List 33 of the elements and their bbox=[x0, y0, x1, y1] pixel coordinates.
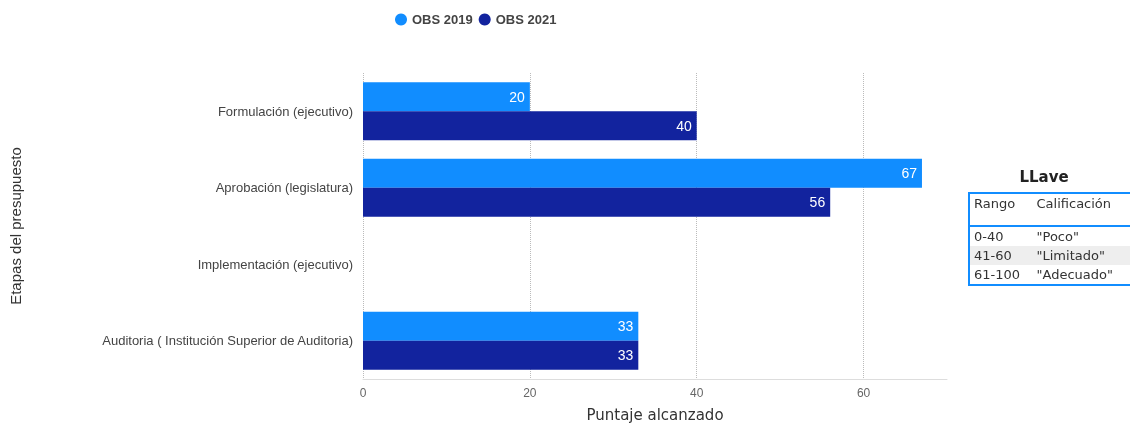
data-label: 56 bbox=[809, 194, 826, 211]
text: 0-40 bbox=[973, 228, 1005, 246]
bar bbox=[363, 187, 831, 217]
y-tick-label: Formulación (ejecutivo) bbox=[217, 103, 353, 119]
bar bbox=[363, 111, 697, 141]
data-label: 33 bbox=[617, 318, 634, 335]
y-tick-label: Aprobación (legislatura) bbox=[215, 180, 353, 196]
bar bbox=[363, 82, 530, 112]
legend-label: OBS 2019 bbox=[412, 12, 473, 27]
x-tick-label: 0 bbox=[359, 386, 367, 400]
y-tick-label: Implementación (ejecutivo) bbox=[197, 256, 353, 272]
bar bbox=[363, 311, 639, 341]
x-tick-label: 60 bbox=[856, 386, 871, 400]
legend-label: OBS 2021 bbox=[495, 12, 557, 27]
text: "Limitado" bbox=[1032, 246, 1130, 265]
x-tick-label: 40 bbox=[690, 386, 704, 400]
text: LLave bbox=[1018, 168, 1070, 186]
data-label: 33 bbox=[617, 347, 634, 364]
text: "Poco" bbox=[1035, 228, 1080, 246]
data-label: 40 bbox=[676, 117, 692, 134]
text: Calificación bbox=[1032, 193, 1130, 226]
text: 61-100 bbox=[973, 266, 1022, 284]
text: 41-60 bbox=[969, 246, 1033, 265]
bar bbox=[363, 158, 922, 188]
text: Rango bbox=[969, 193, 1033, 226]
data-label: 20 bbox=[509, 88, 526, 105]
text: "Adecuado" bbox=[1035, 266, 1114, 284]
y-axis-title: Etapas del presupuesto bbox=[7, 147, 24, 305]
bar bbox=[363, 340, 639, 370]
x-axis-title: Puntaje alcanzado bbox=[586, 405, 724, 424]
x-tick-label: 20 bbox=[523, 386, 537, 400]
y-tick-label: Auditoria ( Institución Superior de Auditoria) bbox=[102, 333, 353, 349]
data-label: 67 bbox=[901, 165, 918, 182]
